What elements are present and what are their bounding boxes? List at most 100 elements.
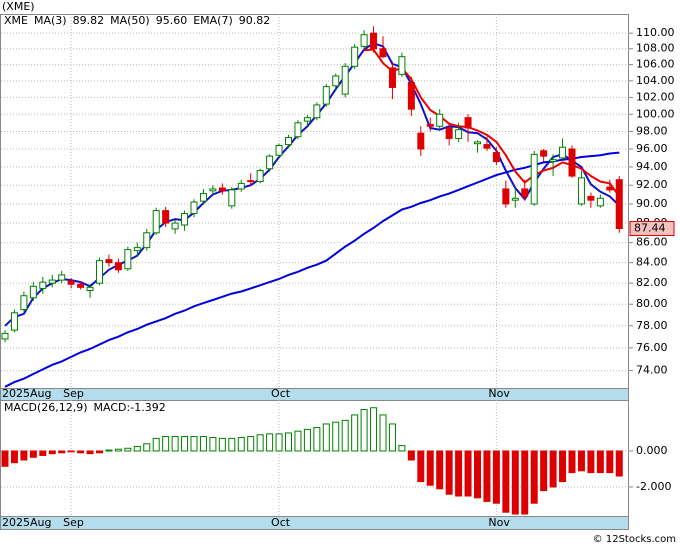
candle-body — [417, 132, 425, 150]
date-band — [0, 388, 629, 401]
macd-bar — [332, 421, 340, 452]
macd-bar — [388, 423, 396, 452]
candle-body — [190, 201, 198, 214]
macd-bar — [209, 436, 217, 452]
candle-body — [105, 259, 113, 264]
macd-bar — [322, 423, 330, 452]
macd-bar — [360, 409, 368, 452]
macd-bar — [370, 407, 378, 452]
macd-bar — [275, 433, 283, 452]
x-tick-label: Nov — [488, 387, 510, 400]
y-tick-label: 100.00 — [636, 107, 675, 120]
candle-body — [455, 129, 463, 139]
x-tick-label: Sep — [63, 516, 84, 529]
candle-body — [596, 197, 604, 207]
x-tick-label: 2025Aug — [2, 516, 51, 529]
candle-body — [237, 182, 245, 190]
candle-body — [266, 155, 274, 170]
candle-body — [218, 187, 226, 192]
macd-bar — [483, 450, 491, 502]
line — [4, 151, 620, 388]
macd-bar — [199, 436, 207, 452]
candle-body — [275, 144, 283, 156]
candle-body — [181, 212, 189, 226]
y-tick-label: 76.00 — [636, 341, 668, 354]
candle-body — [199, 193, 207, 202]
macd-bar — [351, 414, 359, 452]
macd-bar — [379, 414, 387, 452]
y-tick-label: 90.00 — [636, 197, 668, 210]
y-tick-label: 96.00 — [636, 142, 668, 155]
macd-bar — [266, 433, 274, 452]
macd-bar — [407, 450, 415, 461]
candle-body — [39, 281, 47, 289]
macd-bar — [67, 450, 75, 453]
macd-bar — [1, 450, 9, 467]
candle-body — [577, 177, 585, 205]
macd-bar — [568, 450, 576, 474]
y-tick-label: 86.00 — [636, 236, 668, 249]
candle-body — [124, 249, 132, 270]
last-price-label: 87.44 — [634, 222, 666, 235]
candle-body — [247, 180, 255, 183]
line — [364, 48, 621, 197]
macd-bar — [492, 450, 500, 504]
candle-body — [256, 170, 264, 183]
macd-bar — [577, 450, 585, 472]
macd-bar — [502, 450, 510, 513]
macd-bar — [540, 450, 548, 492]
candle-body — [568, 148, 576, 177]
y-tick-label: -2.000 — [636, 480, 671, 493]
candle-body — [171, 222, 179, 230]
x-tick-label: Oct — [271, 516, 291, 529]
candle-body — [1, 332, 9, 340]
macd-title: MACD(26,12,9) — [4, 401, 88, 414]
candle-body — [322, 86, 330, 105]
candle-body — [133, 247, 141, 252]
y-tick-label: 78.00 — [636, 319, 668, 332]
candle-body — [77, 283, 85, 288]
macd-bar — [48, 450, 56, 455]
candle-body — [10, 312, 18, 331]
macd-bar — [124, 447, 132, 452]
candle-body — [29, 285, 37, 299]
y-tick-label: 74.00 — [636, 364, 668, 377]
x-tick-label: Sep — [63, 387, 84, 400]
macd-bar — [152, 437, 160, 452]
macd-bar — [237, 436, 245, 452]
macd-bar — [530, 450, 538, 504]
macd-bar — [10, 450, 18, 464]
candle-body — [228, 189, 236, 207]
macd-bar — [181, 436, 189, 452]
macd-bar — [114, 448, 122, 452]
candle-body — [313, 104, 321, 119]
candle-body — [407, 82, 415, 110]
candle-body — [152, 210, 160, 234]
macd-bar — [228, 437, 236, 452]
macd-bar — [162, 436, 170, 452]
macd-bar — [218, 437, 226, 452]
watermark: © 12Stocks.com — [593, 534, 676, 545]
y-tick-label: 104.00 — [636, 74, 675, 87]
macd-bar — [426, 450, 434, 486]
candle-body — [58, 274, 66, 281]
macd-bar — [549, 450, 557, 488]
candle-body — [474, 141, 481, 145]
macd-bar — [417, 450, 425, 483]
candle-body — [143, 232, 151, 249]
candle-body — [445, 127, 453, 139]
candle-body — [96, 260, 103, 284]
candle-body — [285, 137, 292, 146]
macd-bar — [143, 443, 151, 452]
candle-body — [502, 188, 510, 205]
macd-bar — [77, 450, 85, 454]
legend-value: 89.82 — [73, 14, 105, 27]
candle-body — [483, 144, 491, 149]
macd-bar — [133, 445, 141, 452]
candle-body — [360, 34, 368, 47]
macd-label: MACD:-1.392 — [94, 401, 166, 414]
macd-bar — [511, 450, 519, 515]
candle-body — [521, 188, 529, 197]
candle-body — [67, 280, 75, 285]
